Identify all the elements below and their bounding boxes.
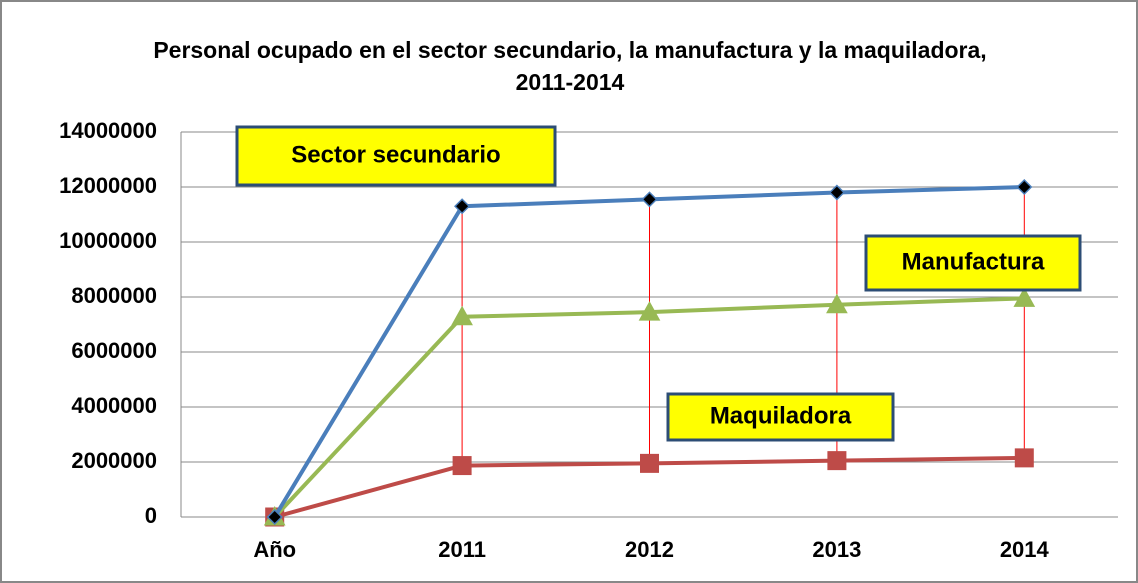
legend-box	[864, 234, 1082, 292]
x-tick-label: 2012	[625, 537, 674, 562]
legend-box	[235, 125, 557, 187]
legend-box	[666, 392, 895, 442]
marker	[641, 191, 658, 208]
x-tick-label: 2011	[438, 537, 486, 562]
marker	[1013, 287, 1036, 307]
marker	[638, 301, 661, 321]
marker	[454, 198, 471, 215]
marker	[1016, 178, 1033, 196]
legend-label: Maquiladora	[710, 402, 852, 429]
x-tick-label: Año	[253, 537, 296, 562]
y-tick-label: 4000000	[71, 393, 157, 418]
marker	[827, 451, 847, 471]
y-tick-label: 12000000	[59, 173, 157, 198]
marker	[451, 305, 473, 326]
x-tick-label: 2014	[1000, 537, 1050, 562]
marker	[266, 508, 283, 526]
y-tick-label: 10000000	[59, 228, 157, 253]
x-tick-label: 2013	[812, 537, 861, 562]
y-tick-label: 6000000	[71, 338, 157, 363]
y-tick-label: 0	[145, 503, 157, 528]
legend-label: Manufactura	[902, 248, 1045, 275]
marker	[1014, 448, 1034, 468]
marker	[452, 456, 472, 476]
marker	[828, 184, 845, 201]
chart-title: Personal ocupado en el sector secundario…	[153, 37, 987, 95]
legend-label: Sector secundario	[291, 141, 500, 168]
y-tick-label: 14000000	[59, 118, 157, 143]
marker	[640, 453, 659, 473]
y-tick-label: 2000000	[71, 448, 157, 473]
y-tick-label: 8000000	[71, 283, 157, 308]
marker	[826, 293, 848, 314]
